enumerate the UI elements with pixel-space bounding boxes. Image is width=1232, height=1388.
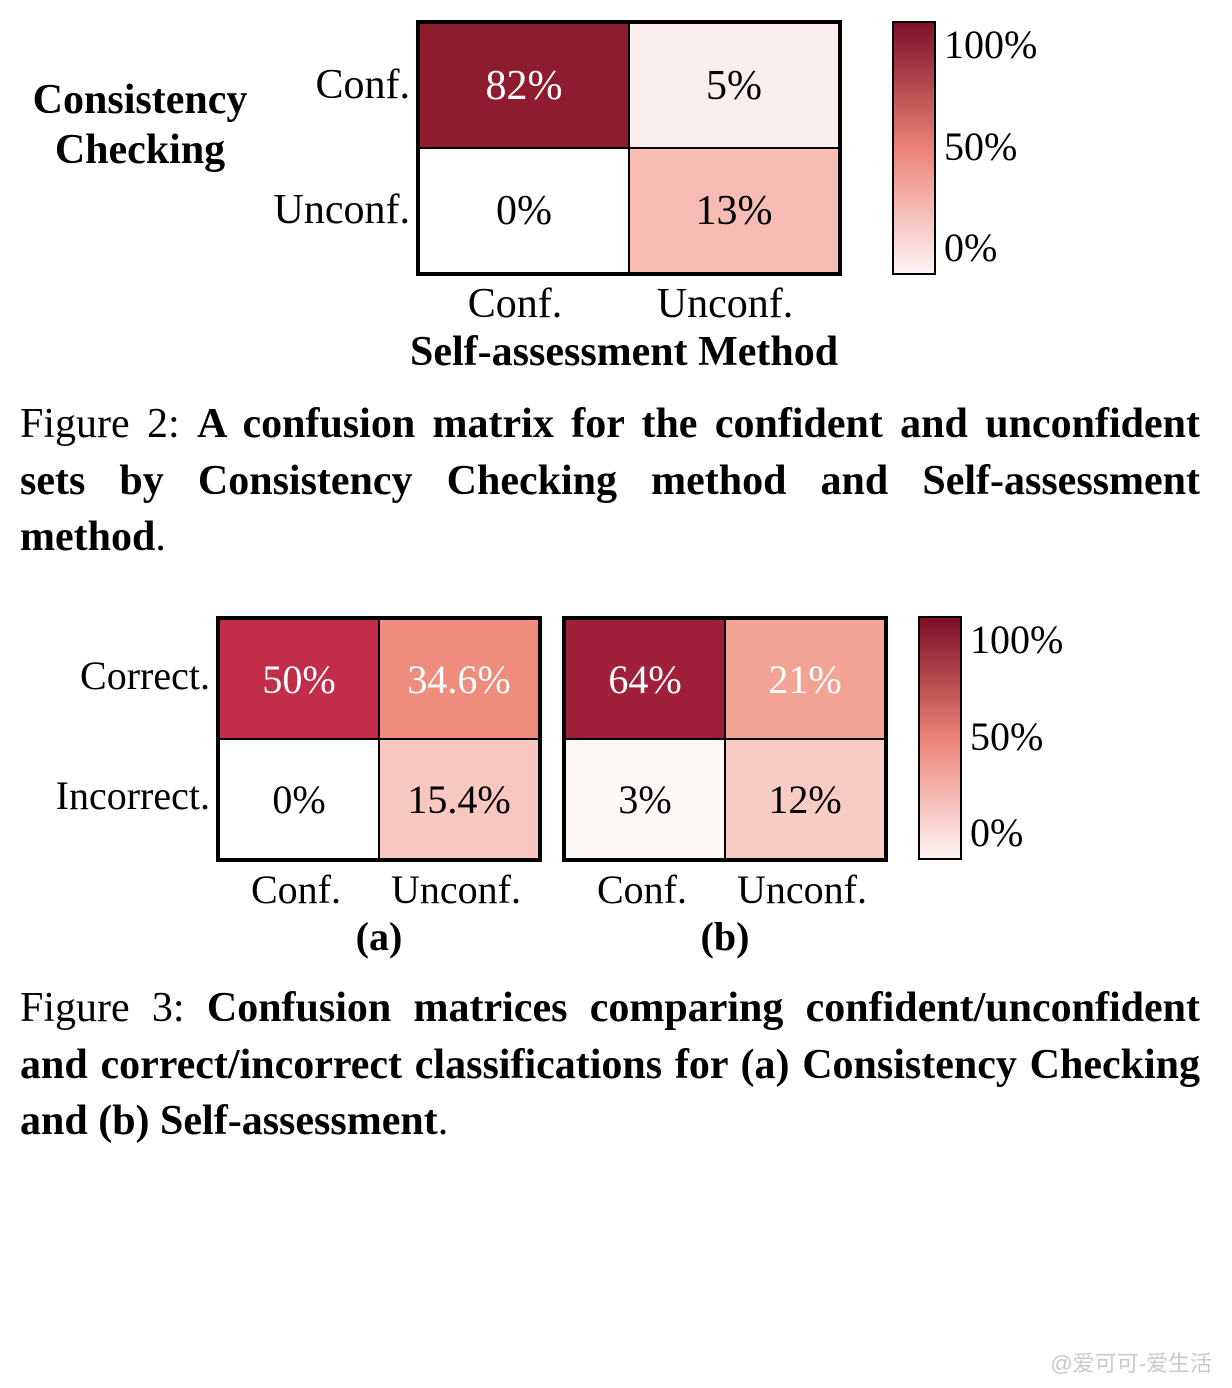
fig3b-cell-0: 64% <box>565 619 725 739</box>
fig2-cb-tick-1: 50% <box>944 123 1037 170</box>
fig3b-matrix: 64% 21% 3% 12% <box>562 616 888 862</box>
fig2-caption-tail: . <box>155 514 166 560</box>
fig3a-cell-0-label: 50% <box>262 656 335 703</box>
fig2-matrix: 82% 5% 0% 13% <box>416 20 842 276</box>
fig2-row-label-1: Unconf. <box>260 148 416 273</box>
fig2-cb-tick-2: 0% <box>944 224 1037 271</box>
fig2-cell-1: 5% <box>629 23 839 148</box>
fig3b-col-labels: Conf. Unconf. <box>562 866 888 913</box>
fig3a-col-label-1: Unconf. <box>376 866 536 913</box>
fig3-cb-tick-2: 0% <box>970 809 1063 856</box>
fig2-colorbar-ticks: 100% 50% 0% <box>944 21 1037 271</box>
fig2-caption: Figure 2: A confusion matrix for the con… <box>20 396 1200 566</box>
fig3a-sublabel: (a) <box>216 913 542 960</box>
fig3-colorbar-ticks: 100% 50% 0% <box>970 616 1063 856</box>
fig3b-col-label-1: Unconf. <box>722 866 882 913</box>
fig3-cb-tick-0: 100% <box>970 616 1063 663</box>
fig3b-cell-2-label: 3% <box>618 776 671 823</box>
fig3b-sublabel: (b) <box>562 913 888 960</box>
fig2-cell-2: 0% <box>419 148 629 273</box>
fig2-cell-0-label: 82% <box>486 62 563 110</box>
fig3-row-label-1: Incorrect. <box>20 736 216 856</box>
fig3a-cell-0: 50% <box>219 619 379 739</box>
fig3b-cell-3: 12% <box>725 739 885 859</box>
fig3a-cell-2-label: 0% <box>272 776 325 823</box>
figure-2: Consistency Checking Conf. Unconf. 82% 5… <box>20 20 1212 566</box>
fig3a-matrix: 50% 34.6% 0% 15.4% <box>216 616 542 862</box>
watermark: @爱可可-爱生活 <box>1050 1346 1212 1378</box>
fig3a-col-labels: Conf. Unconf. <box>216 866 542 913</box>
fig3-panel-b: 64% 21% 3% 12% Conf. Unconf. (b) <box>562 616 888 960</box>
fig3b-cell-3-label: 12% <box>768 776 841 823</box>
fig2-colorbar <box>892 21 936 275</box>
fig2-y-axis-title: Consistency Checking <box>20 75 260 176</box>
fig2-y-title-line1: Consistency <box>20 75 260 125</box>
fig2-y-title-line2: Checking <box>20 125 260 175</box>
fig3-colorbar-wrap: 100% 50% 0% <box>918 616 1063 860</box>
fig3-caption: Figure 3: Confusion matrices comparing c… <box>20 980 1200 1150</box>
fig2-row-label-0: Conf. <box>260 23 416 148</box>
fig3-colorbar <box>918 616 962 860</box>
fig3-cb-tick-1: 50% <box>970 713 1063 760</box>
fig3a-cell-1: 34.6% <box>379 619 539 739</box>
fig3b-cell-1-label: 21% <box>768 656 841 703</box>
fig3a-cell-3: 15.4% <box>379 739 539 859</box>
fig3b-cell-0-label: 64% <box>608 656 681 703</box>
fig3-caption-lead: Figure 3: <box>20 985 207 1031</box>
fig2-cell-2-label: 0% <box>496 187 552 235</box>
fig2-colorbar-wrap: 100% 50% 0% <box>892 21 1037 275</box>
fig2-caption-lead: Figure 2: <box>20 401 197 447</box>
fig2-cell-1-label: 5% <box>706 62 762 110</box>
fig3b-cell-1: 21% <box>725 619 885 739</box>
fig3a-cell-2: 0% <box>219 739 379 859</box>
fig3-panel-a: 50% 34.6% 0% 15.4% Conf. Unconf. (a) <box>216 616 542 960</box>
fig3-row-label-0: Correct. <box>20 616 216 736</box>
fig2-cell-3-label: 13% <box>696 187 773 235</box>
fig2-x-axis-title: Self-assessment Method <box>410 328 830 376</box>
fig2-col-label-1: Unconf. <box>620 280 830 328</box>
fig3b-cell-2: 3% <box>565 739 725 859</box>
fig3b-col-label-0: Conf. <box>562 866 722 913</box>
fig2-caption-bold: A confusion matrix for the confident and… <box>20 401 1200 560</box>
fig2-col-labels: Conf. Unconf. <box>410 280 1037 328</box>
fig2-col-label-0: Conf. <box>410 280 620 328</box>
fig3a-cell-1-label: 34.6% <box>407 656 510 703</box>
figure-3: Correct. Incorrect. 50% 34.6% 0% 15.4% C… <box>20 616 1212 1150</box>
fig3-caption-tail: . <box>438 1098 449 1144</box>
fig2-cb-tick-0: 100% <box>944 21 1037 68</box>
fig3a-cell-3-label: 15.4% <box>407 776 510 823</box>
fig2-cell-0: 82% <box>419 23 629 148</box>
fig2-matrix-area: Conf. Unconf. 82% 5% 0% 13% 100% 50% 0% <box>260 20 1037 376</box>
fig2-cell-3: 13% <box>629 148 839 273</box>
fig3a-col-label-0: Conf. <box>216 866 376 913</box>
